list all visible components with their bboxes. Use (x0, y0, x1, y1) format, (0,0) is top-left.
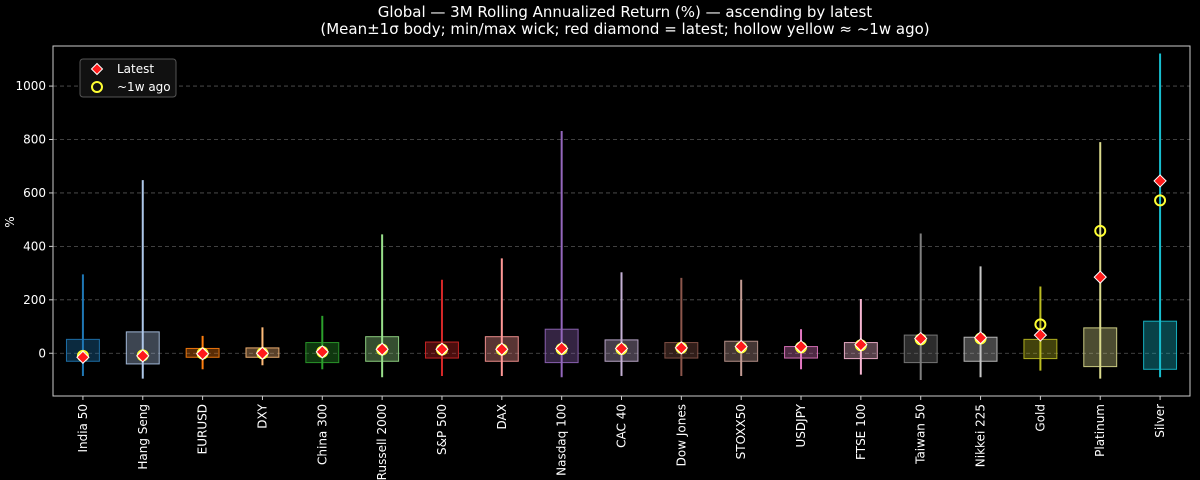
series-group (125, 180, 160, 379)
y-axis-label: % (3, 216, 17, 227)
x-tick-label: India 50 (76, 404, 90, 453)
y-tick-label: 600 (23, 186, 46, 200)
x-tick-label: EURUSD (196, 404, 210, 454)
x-axis: India 50 Hang Seng EURUSD DXY China 300 Russe… (76, 396, 1167, 480)
legend-latest-label: Latest (117, 62, 154, 76)
latest-marker (76, 350, 90, 364)
legend-box (79, 58, 177, 98)
latest-marker (1093, 270, 1107, 284)
series-group (185, 335, 220, 370)
latest-marker (674, 341, 689, 355)
legend-week-ago-marker (91, 81, 103, 93)
legend-week-ago-label: ~1w ago (117, 80, 171, 94)
week-ago-marker (1154, 194, 1167, 207)
series-group (65, 274, 100, 376)
x-tick-label: USDJPY (794, 403, 808, 447)
series-group (843, 299, 878, 375)
y-tick-label: 200 (23, 293, 46, 307)
series-group (1083, 142, 1118, 379)
latest-marker (794, 339, 808, 354)
x-tick-label: STOXX50 (734, 404, 748, 459)
x-tick-label: Russell 2000 (375, 404, 389, 480)
latest-marker (375, 342, 389, 356)
series-group (784, 329, 818, 370)
series-group (963, 266, 998, 378)
mean-sd-body (1143, 320, 1178, 370)
latest-marker (1033, 328, 1048, 342)
x-tick-label: Taiwan 50 (914, 404, 928, 465)
y-tick-label: 800 (23, 133, 46, 147)
x-tick-label: Nasdaq 100 (555, 404, 569, 476)
series-group (664, 277, 699, 376)
x-tick-label: Silver (1153, 404, 1167, 438)
latest-marker (195, 347, 210, 361)
y-tick-label: 400 (23, 239, 46, 253)
x-tick-label: DAX (495, 404, 509, 429)
y-axis: 0 200 400 600 800 1000 (15, 79, 53, 360)
x-tick-label: Gold (1033, 404, 1047, 432)
legend-latest-marker (90, 62, 104, 76)
x-tick-label: S&P 500 (435, 404, 449, 455)
data-marks (65, 53, 1178, 380)
latest-marker (1153, 174, 1167, 188)
gridlines (53, 85, 1190, 354)
series-group (245, 327, 280, 366)
legend: Latest ~1w ago (79, 58, 177, 98)
x-tick-label: Dow Jones (674, 404, 688, 466)
series-group (724, 279, 759, 376)
series-group (305, 315, 340, 370)
latest-marker (495, 342, 509, 356)
latest-marker (614, 341, 629, 356)
latest-marker (914, 331, 928, 346)
x-tick-label: CAC 40 (615, 404, 629, 448)
series-group (425, 279, 459, 376)
latest-marker (255, 346, 270, 360)
mean-sd-body (1083, 327, 1118, 368)
latest-marker (854, 337, 868, 352)
x-tick-label: China 300 (315, 404, 329, 465)
latest-marker (315, 345, 329, 359)
x-tick-label: Nikkei 225 (974, 404, 988, 467)
x-tick-label: DXY (255, 403, 269, 428)
series-group (1143, 53, 1178, 378)
series-group (604, 272, 639, 376)
x-tick-label: FTSE 100 (854, 404, 868, 460)
y-tick-label: 0 (38, 346, 46, 360)
series-group (484, 258, 519, 376)
mean-sd-body (1023, 338, 1058, 360)
x-tick-label: Hang Seng (136, 404, 150, 470)
x-tick-label: Platinum (1093, 404, 1107, 457)
latest-marker (136, 349, 150, 363)
series-group (365, 234, 400, 378)
chart-title: Global — 3M Rolling Annualized Return (%… (378, 3, 873, 21)
series-group (903, 233, 938, 380)
latest-marker (734, 339, 748, 354)
latest-marker (554, 341, 569, 356)
latest-marker (435, 342, 449, 356)
chart-subtitle: (Mean±1σ body; min/max wick; red diamond… (320, 20, 929, 38)
y-tick-label: 1000 (15, 79, 46, 93)
latest-marker (973, 331, 988, 345)
series-group (544, 130, 579, 378)
week-ago-marker (1094, 224, 1107, 237)
series-group (1023, 286, 1058, 371)
